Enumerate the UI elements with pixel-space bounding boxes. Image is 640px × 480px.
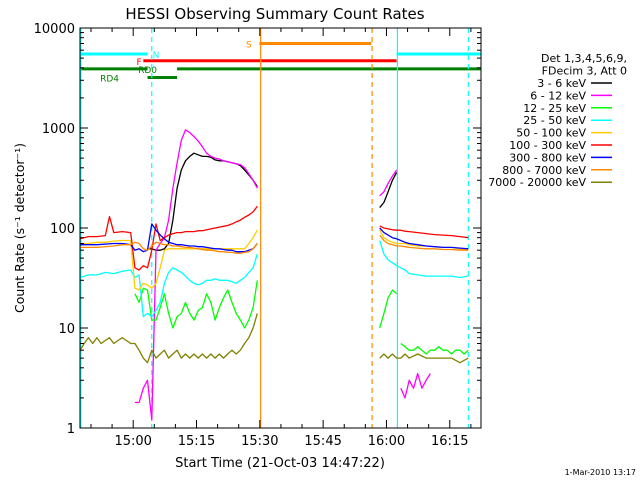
x-tick-label: 15:00 bbox=[114, 434, 151, 449]
y-tick-label: 1000 bbox=[42, 122, 75, 137]
legend-header: Det 1,3,4,5,6,9, bbox=[541, 52, 627, 65]
flag-label: N bbox=[153, 51, 160, 61]
series-line bbox=[379, 225, 469, 239]
x-tick-label: 15:30 bbox=[241, 434, 278, 449]
flag-label: RD0 bbox=[138, 66, 157, 76]
footer-date: 1-Mar-2010 13:17 bbox=[565, 468, 636, 477]
x-tick-label: 15:45 bbox=[304, 434, 341, 449]
series-line bbox=[379, 240, 469, 279]
legend-entry-label: 25 - 50 keV bbox=[523, 114, 586, 127]
flag-label: RD4 bbox=[100, 74, 119, 84]
x-axis-label: Start Time (21-Oct-03 14:47:22) bbox=[175, 456, 385, 471]
x-tick-label: 16:15 bbox=[431, 434, 468, 449]
legend-entry-label: 3 - 6 keV bbox=[537, 77, 586, 90]
axes: 1 10 100 1000 10000 15:00 15:15 15:30 15:45 16:00… bbox=[34, 22, 481, 449]
series-line bbox=[379, 353, 469, 364]
legend-entry-label: 300 - 800 keV bbox=[509, 151, 586, 164]
series-line bbox=[379, 227, 469, 250]
y-tick-label: 10 bbox=[58, 322, 75, 337]
flag-label: F bbox=[137, 58, 142, 68]
series-line bbox=[79, 253, 258, 318]
y-tick-label: 10000 bbox=[34, 22, 75, 37]
legend-entry-label: 6 - 12 keV bbox=[530, 89, 586, 102]
legend-entry-label: 50 - 100 keV bbox=[516, 127, 586, 140]
series-line bbox=[379, 289, 398, 329]
series-line bbox=[79, 313, 258, 364]
series-line bbox=[400, 372, 431, 399]
series-line bbox=[80, 229, 258, 291]
series-layer bbox=[79, 129, 469, 421]
legend-header: FDecim 3, Att 0 bbox=[542, 65, 627, 78]
series-line bbox=[134, 129, 258, 421]
legend-entry-label: 12 - 25 keV bbox=[523, 102, 586, 115]
y-axis-label: Count Rate (s⁻¹ detector⁻¹) bbox=[12, 143, 27, 313]
series-line bbox=[379, 234, 469, 251]
x-tick-label: 15:15 bbox=[178, 434, 215, 449]
x-tick-label: 16:00 bbox=[368, 434, 405, 449]
legend-entry-label: 7000 - 20000 keV bbox=[488, 176, 586, 189]
series-line bbox=[134, 280, 258, 329]
legend: Det 1,3,4,5,6,9,FDecim 3, Att 03 - 6 keV… bbox=[488, 52, 627, 189]
flag-label: S bbox=[246, 40, 252, 50]
y-tick-label: 1 bbox=[67, 422, 75, 437]
chart-title: HESSI Observing Summary Count Rates bbox=[125, 5, 424, 23]
legend-entry-label: 800 - 7000 keV bbox=[502, 164, 586, 177]
series-line bbox=[400, 342, 469, 355]
legend-entry-label: 100 - 300 keV bbox=[509, 139, 586, 152]
series-line bbox=[80, 223, 258, 253]
series-line bbox=[379, 172, 398, 209]
series-line bbox=[379, 169, 398, 197]
series-line bbox=[80, 241, 258, 254]
y-tick-label: 100 bbox=[50, 222, 75, 237]
series-line bbox=[79, 205, 258, 271]
